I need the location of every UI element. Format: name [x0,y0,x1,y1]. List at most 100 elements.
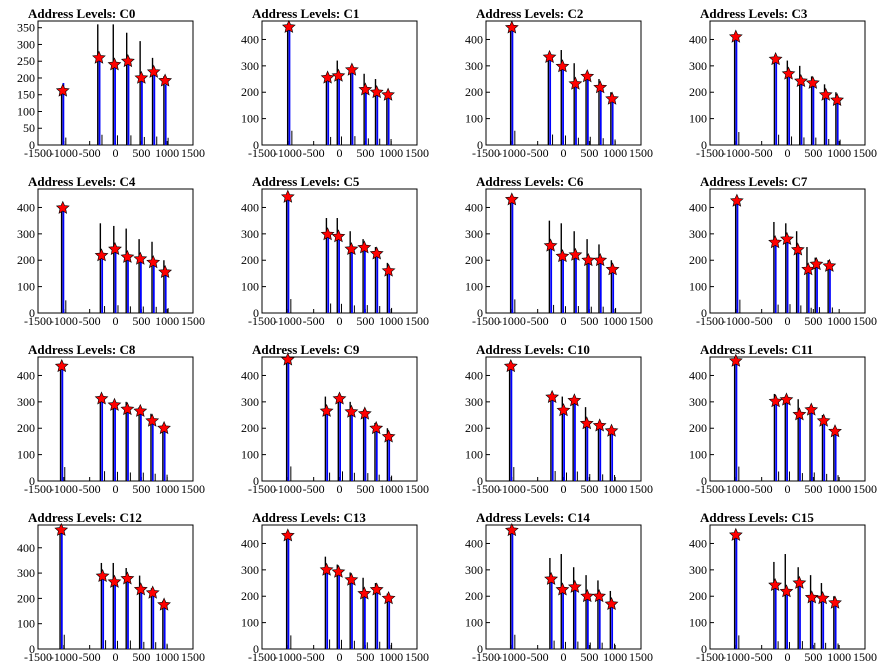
y-tick-label: 0 [477,642,483,656]
x-tick-label: 500 [132,650,150,664]
y-tick-label: 200 [241,589,259,603]
y-tick-label: 0 [29,474,35,488]
star-marker [580,588,595,603]
chart-title: Address Levels: C11 [700,342,813,357]
x-tick-label: -500 [79,482,101,496]
star-marker [357,240,372,254]
x-tick-label: 500 [804,650,822,664]
y-tick-label: 200 [17,71,35,85]
chart-panel: Address Levels: C12 0 100 200 300 400 -1500-10… [17,510,205,664]
x-tick-label: -1500 [472,146,500,160]
x-tick-label: 500 [132,314,150,328]
star-marker [320,70,335,84]
x-tick-label: 0 [113,482,119,496]
star-marker [134,70,149,84]
star-marker [120,401,135,416]
x-tick-label: -1500 [24,314,52,328]
star-marker [280,352,295,366]
x-tick-label: -1500 [472,650,500,664]
y-tick-label: 200 [689,85,707,99]
x-tick-label: 1500 [405,482,429,496]
x-tick-label: 1500 [853,146,877,160]
x-tick-label: 1000 [603,146,627,160]
y-tick-label: 400 [241,536,259,550]
x-tick-label: 1000 [155,146,179,160]
star-marker [828,424,842,438]
x-tick-label: 500 [132,146,150,160]
y-tick-label: 300 [465,59,483,73]
y-tick-label: 0 [477,474,483,488]
star-marker [54,358,69,373]
y-tick-label: 100 [465,448,483,462]
x-tick-label: -500 [79,650,101,664]
star-marker [768,235,783,249]
y-tick-label: 400 [17,200,35,214]
star-marker [54,522,69,536]
x-tick-label: -500 [303,650,325,664]
star-marker [729,193,744,207]
x-tick-label: 1000 [827,314,851,328]
star-marker [592,588,607,603]
y-tick-label: 300 [689,395,707,409]
chart-title: Address Levels: C2 [476,6,583,21]
star-marker [592,418,607,432]
x-tick-label: -1500 [248,482,276,496]
y-tick-label: 300 [241,59,259,73]
y-tick-label: 100 [17,448,35,462]
x-tick-label: 500 [804,146,822,160]
x-tick-label: -500 [79,146,101,160]
y-tick-label: 200 [17,591,35,605]
star-marker [593,252,608,267]
star-marker [544,571,559,585]
x-tick-label: 1000 [155,650,179,664]
y-tick-label: 400 [689,32,707,46]
star-marker [381,591,396,605]
y-tick-label: 400 [17,541,35,555]
x-tick-label: -1500 [24,482,52,496]
y-tick-label: 100 [241,448,259,462]
star-marker [146,255,161,269]
star-marker [504,20,519,34]
star-marker [728,527,743,541]
star-marker [555,582,570,596]
x-tick-label: -1500 [472,314,500,328]
x-tick-label: -500 [751,650,773,664]
x-tick-label: -1000 [722,482,750,496]
y-tick-label: 300 [241,227,259,241]
x-tick-label: 1500 [405,146,429,160]
star-marker [830,92,845,107]
star-marker [344,241,359,256]
star-marker [794,73,808,88]
y-tick-label: 200 [17,421,35,435]
y-tick-label: 400 [465,368,483,382]
star-marker [605,262,620,276]
x-tick-label: 500 [804,482,822,496]
x-tick-label: 1500 [629,482,653,496]
x-tick-label: -1000 [498,650,526,664]
star-marker [815,591,830,605]
x-tick-label: -1500 [24,146,52,160]
star-marker [568,247,583,261]
x-tick-label: 1500 [405,650,429,664]
x-tick-label: -500 [303,146,325,160]
chart-title: Address Levels: C9 [252,342,360,357]
x-tick-label: -1000 [274,650,302,664]
y-tick-label: 0 [701,306,707,320]
star-marker [779,392,794,406]
star-marker [605,91,619,105]
x-tick-label: 500 [356,650,374,664]
star-marker [542,49,557,64]
star-marker [579,416,594,430]
chart-panel: Address Levels: C11 0 100 200 300 400 -1500-10… [689,342,877,496]
y-tick-label: 300 [17,227,35,241]
star-marker [146,64,161,78]
chart-title: Address Levels: C12 [28,510,142,525]
x-tick-label: -500 [751,482,773,496]
chart-panel: Address Levels: C3 0 100 200 300 400 -1500-100… [689,6,877,160]
x-tick-label: 1500 [853,314,877,328]
x-tick-label: -1500 [24,650,52,664]
star-marker [556,403,571,417]
y-tick-label: 400 [241,368,259,382]
star-marker [822,258,837,272]
